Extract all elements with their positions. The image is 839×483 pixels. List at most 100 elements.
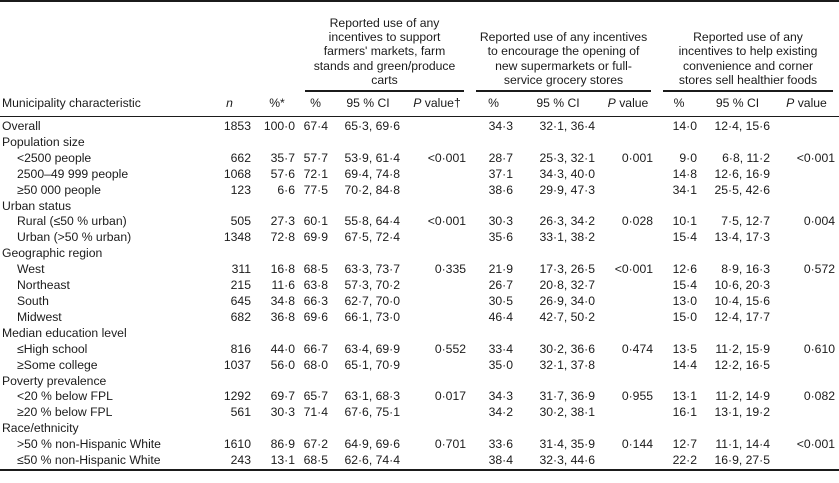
group-header-supermarkets: Reported use of any incentives to encour… (470, 1, 657, 92)
row-label: Urban status (2, 198, 72, 213)
column-header-g2-pvalue: P value (599, 92, 658, 117)
cell (332, 135, 404, 151)
cell: 1292 (223, 389, 251, 404)
column-header-g2-ci: 95 % CI (517, 92, 600, 117)
cell (774, 453, 839, 470)
cell: 12·6, 16·9 (714, 166, 771, 181)
cell (517, 374, 599, 390)
cell (774, 358, 839, 374)
row-label: ≥50 000 people (17, 182, 101, 197)
row-label: West (17, 262, 45, 277)
cell: 1853 (223, 119, 251, 133)
cell: 28·7 (488, 150, 514, 165)
column-header-g1-pvalue: P value† (404, 92, 471, 117)
row-label: Population size (2, 134, 85, 149)
cell: 0·552 (434, 341, 467, 356)
section-row: Poverty prevalence (0, 374, 839, 390)
cell: 32·3, 44·6 (539, 453, 596, 468)
cell: 34·1 (672, 182, 698, 197)
cell: 34·8 (270, 293, 295, 308)
cell (599, 358, 657, 374)
cell: 57·6 (270, 166, 295, 181)
cell: 68·5 (303, 262, 328, 277)
cell: 682 (230, 309, 251, 324)
cell: 31·4, 35·9 (539, 437, 596, 452)
cell: 66·1, 73·0 (344, 309, 400, 324)
cell: 69·9 (303, 230, 328, 245)
column-header-g3-ci: 95 % CI (701, 92, 775, 117)
cell: 0·610 (803, 341, 836, 356)
cell (404, 199, 470, 215)
cell: 0·017 (434, 389, 467, 404)
cell (299, 421, 332, 437)
cell: 77·5 (303, 182, 328, 197)
cell: 68·5 (303, 453, 328, 468)
cell (599, 167, 657, 183)
table-row: West 311 16·8 68·5 63·3, 73·7 0·335 21·9 17·3, … (0, 262, 839, 278)
cell (774, 117, 839, 135)
table-row: Midwest 682 36·8 69·6 66·1, 73·0 46·4 42·7, 50… (0, 310, 839, 326)
cell: 10·1 (672, 214, 698, 229)
cell: 69·7 (270, 389, 295, 404)
cell (404, 135, 470, 151)
cell: 67·4 (303, 119, 328, 133)
cell: 31·7, 36·9 (539, 389, 596, 404)
cell (657, 374, 701, 390)
cell: 60·1 (303, 214, 328, 229)
cell (404, 183, 470, 199)
cell (404, 326, 470, 342)
cell (657, 326, 701, 342)
cell: 13·1 (270, 453, 295, 468)
cell (599, 421, 657, 437)
cell: 662 (230, 150, 251, 165)
cell: 15·4 (672, 230, 698, 245)
cell: 34·3 (488, 389, 514, 404)
cell: 86·9 (270, 437, 295, 452)
cell: 505 (230, 214, 251, 229)
cell: 72·8 (270, 230, 295, 245)
cell: 34·2 (488, 405, 514, 420)
cell (701, 421, 774, 437)
section-row: Population size (0, 135, 839, 151)
cell (204, 135, 255, 151)
spanner-rule (663, 90, 834, 92)
cell (599, 278, 657, 294)
cell: 35·0 (488, 357, 514, 372)
cell (404, 246, 470, 262)
cell: 1037 (223, 357, 251, 372)
cell: 44·0 (270, 341, 295, 356)
cell: 17·3, 26·5 (539, 262, 596, 277)
section-row: Urban status (0, 199, 839, 215)
row-label: Median education level (2, 325, 127, 340)
cell: 0·028 (621, 214, 654, 229)
spanner-rule (476, 90, 652, 92)
cell (204, 246, 255, 262)
cell (204, 199, 255, 215)
cell (517, 421, 599, 437)
cell (470, 135, 517, 151)
cell (404, 117, 470, 135)
cell (657, 135, 701, 151)
cell: 69·4, 74·8 (344, 166, 400, 181)
row-label: ≥20 % below FPL (17, 405, 113, 420)
incentives-table: Reported use of any incentives to suppor… (0, 0, 839, 471)
row-label: Poverty prevalence (2, 373, 107, 388)
cell: 22·2 (672, 453, 698, 468)
cell (774, 310, 839, 326)
cell: 8·9, 16·3 (721, 262, 771, 277)
column-header-g2-pct: % (470, 92, 518, 117)
column-header-g1-pct: % (299, 92, 332, 117)
cell: 0·572 (803, 262, 836, 277)
cell: 25·3, 32·1 (539, 150, 596, 165)
cell (774, 326, 839, 342)
cell: 12·4, 17·7 (714, 309, 771, 324)
group-title: Reported use of any incentives to encour… (479, 30, 648, 87)
cell: 13·4, 17·3 (714, 230, 771, 245)
cell (774, 246, 839, 262)
cell (517, 326, 599, 342)
cell: 32·1, 37·8 (539, 357, 596, 372)
cell (774, 405, 839, 421)
table-row: >50 % non-Hispanic White 1610 86·9 67·2 64·9… (0, 437, 839, 453)
cell: 26·3, 34·2 (539, 214, 596, 229)
cell: 0·001 (621, 150, 654, 165)
